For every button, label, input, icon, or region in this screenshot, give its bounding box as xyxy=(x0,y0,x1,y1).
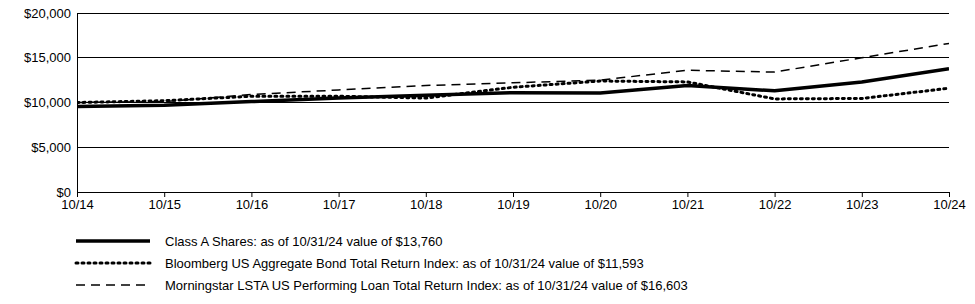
x-tick: 10/18 xyxy=(410,192,443,212)
x-tick: 10/23 xyxy=(846,192,879,212)
x-tick: 10/22 xyxy=(759,192,792,212)
x-tick-label: 10/22 xyxy=(759,197,792,212)
legend-swatch xyxy=(76,262,150,265)
x-tick: 10/21 xyxy=(672,192,705,212)
grid-line xyxy=(77,147,949,148)
legend-label: Class A Shares: as of 10/31/24 value of … xyxy=(165,234,443,249)
legend-swatch xyxy=(76,284,150,286)
grid xyxy=(77,13,949,192)
legend-swatch xyxy=(76,239,150,243)
y-tick-label: $5,000 xyxy=(31,140,71,155)
legend-label: Bloomberg US Aggregate Bond Total Return… xyxy=(165,256,644,271)
y-tick: $20,000 xyxy=(24,6,77,21)
x-tick-label: 10/24 xyxy=(933,197,966,212)
lines xyxy=(77,43,949,106)
x-tick-label: 10/14 xyxy=(61,197,94,212)
grid-line xyxy=(77,57,949,58)
x-tick-label: 10/23 xyxy=(846,197,879,212)
x-tick-label: 10/19 xyxy=(497,197,530,212)
chart: $0$5,000$10,000$15,000$20,00010/1410/151… xyxy=(0,0,975,304)
x-tick: 10/24 xyxy=(933,192,966,212)
y-axis: $0$5,000$10,000$15,000$20,000 xyxy=(24,6,78,200)
y-tick: $10,000 xyxy=(24,95,77,110)
x-tick-label: 10/18 xyxy=(410,197,443,212)
x-tick: 10/20 xyxy=(584,192,617,212)
grid-line xyxy=(77,13,949,14)
x-tick-label: 10/20 xyxy=(584,197,617,212)
x-tick: 10/15 xyxy=(148,192,181,212)
y-tick-label: $20,000 xyxy=(24,6,71,21)
legend: Class A Shares: as of 10/31/24 value of … xyxy=(76,234,688,293)
y-tick-label: $10,000 xyxy=(24,95,71,110)
series-line xyxy=(77,69,949,107)
x-axis: 10/14 10/15 10/16 10/17 10/18 10/19 10/20 10/21… xyxy=(61,192,966,212)
x-tick: 10/14 xyxy=(61,192,94,212)
x-tick: 10/19 xyxy=(497,192,530,212)
x-tick-label: 10/16 xyxy=(236,197,269,212)
y-tick: $5,000 xyxy=(31,140,77,155)
y-tick-label: $15,000 xyxy=(24,50,71,65)
x-tick: 10/16 xyxy=(236,192,269,212)
x-tick-label: 10/15 xyxy=(148,197,181,212)
y-tick: $15,000 xyxy=(24,50,77,65)
legend-label: Morningstar LSTA US Performing Loan Tota… xyxy=(165,278,688,293)
x-tick: 10/17 xyxy=(323,192,356,212)
x-tick-label: 10/17 xyxy=(323,197,356,212)
x-tick-label: 10/21 xyxy=(672,197,705,212)
